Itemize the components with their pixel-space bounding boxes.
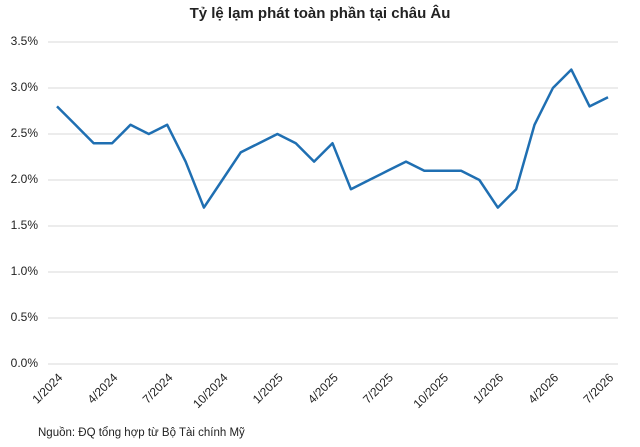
y-tick-label: 0.5% [11, 310, 39, 324]
x-tick-label: 7/2025 [360, 370, 396, 406]
x-tick-label: 4/2024 [85, 370, 121, 406]
source-note: Nguồn: ĐQ tổng hợp từ Bộ Tài chính Mỹ [38, 427, 245, 439]
x-tick-label: 1/2025 [250, 370, 286, 406]
data-line [56, 68, 609, 209]
x-tick-label: 4/2026 [525, 370, 561, 406]
y-tick-label: 2.0% [11, 172, 39, 186]
x-tick-label: 10/2024 [190, 370, 231, 411]
y-tick-label: 1.5% [11, 218, 39, 232]
x-tick-label: 7/2026 [581, 370, 617, 406]
y-tick-label: 3.5% [11, 34, 39, 48]
x-tick-label: 1/2026 [470, 370, 506, 406]
y-tick-label: 0.0% [11, 356, 39, 370]
y-tick-label: 1.0% [11, 264, 39, 278]
y-tick-label: 3.0% [11, 80, 39, 94]
x-tick-label: 1/2024 [30, 370, 66, 406]
y-tick-label: 2.5% [11, 126, 39, 140]
chart-title: Tỷ lệ lạm phát toàn phần tại châu Âu [190, 4, 451, 22]
x-tick-label: 10/2025 [410, 370, 451, 411]
x-tick-label: 7/2024 [140, 370, 176, 406]
x-tick-label: 4/2025 [305, 370, 341, 406]
